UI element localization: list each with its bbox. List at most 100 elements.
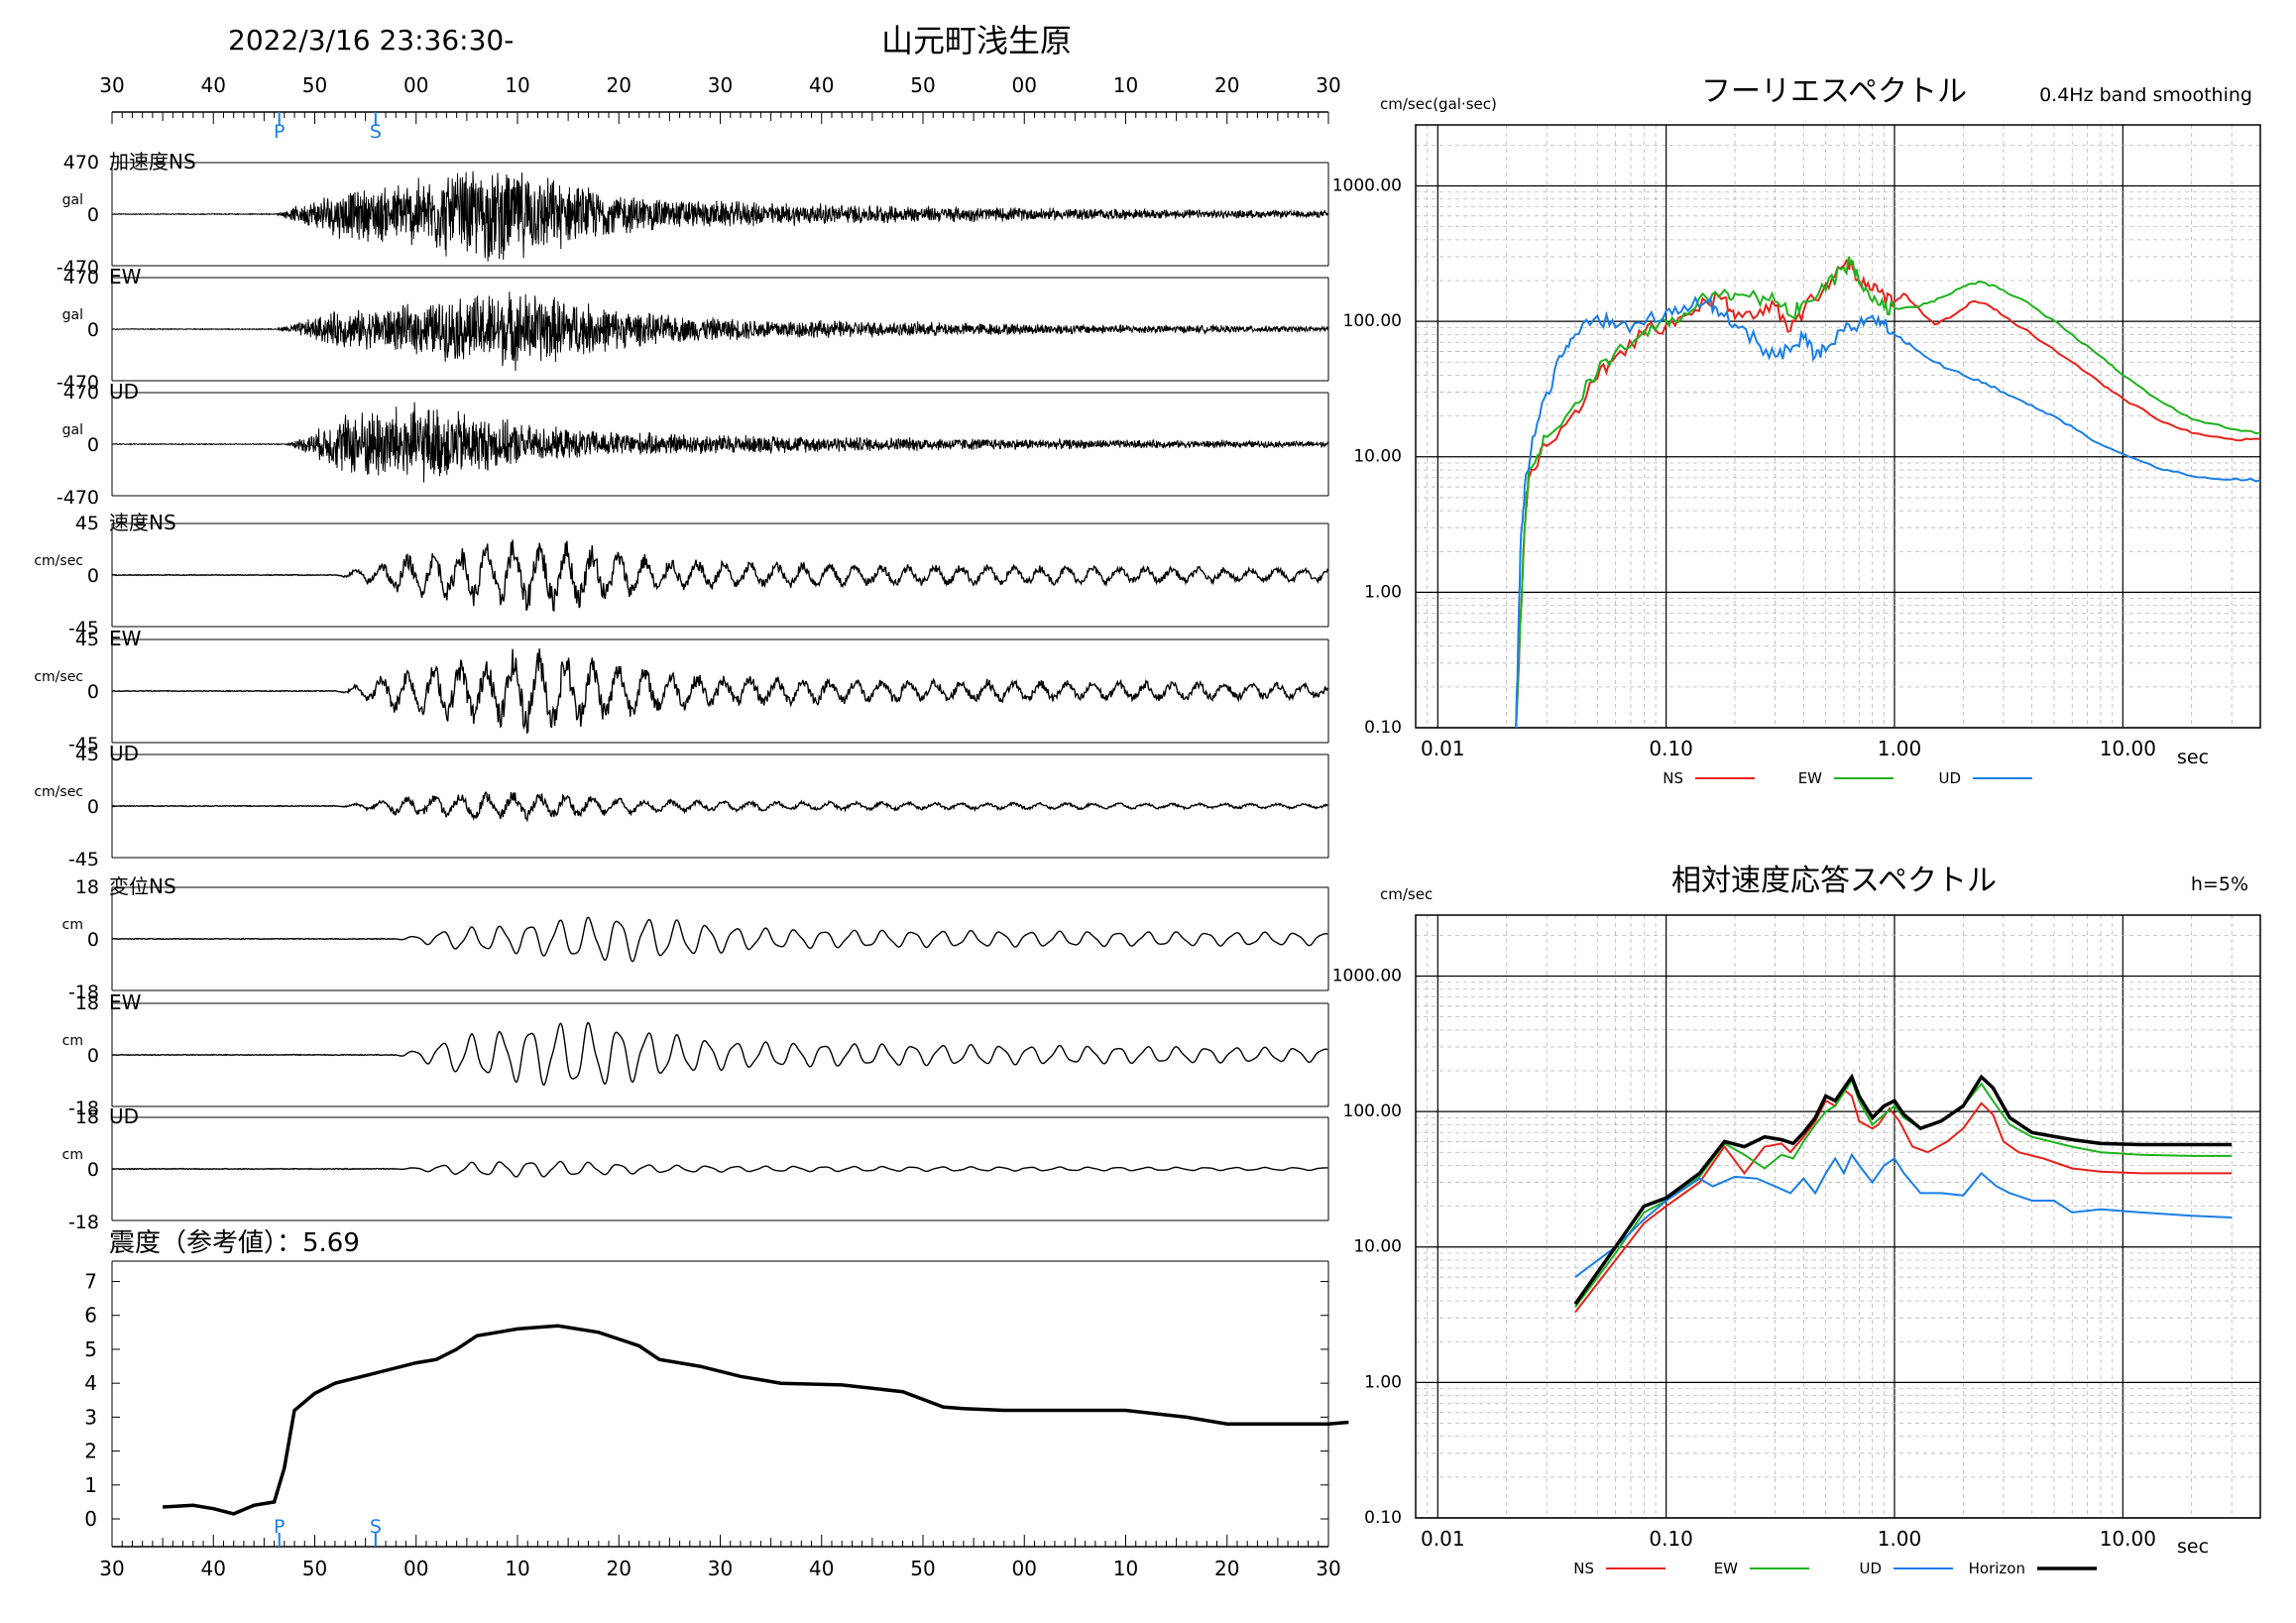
x-tick-label: 1.00 [1878,737,1922,760]
waveform-trace [111,790,1328,823]
legend-label: EW [1714,1560,1738,1577]
axis-tick-label: 30 [1316,1557,1340,1580]
waveform-zero-label: 0 [87,434,99,456]
station-name: 山元町浅生原 [881,22,1072,59]
waveform-max-label: 45 [75,629,99,650]
intensity-y-label: 2 [84,1440,97,1463]
axis-tick-label: 40 [201,73,226,97]
intensity-y-label: 3 [84,1405,97,1429]
axis-tick-label: 30 [708,73,733,97]
p-wave-marker: P [274,121,285,143]
waveform-component-label: UD [109,742,139,765]
y-tick-label: 10.00 [1353,447,1402,467]
waveform-max-label: 18 [75,1106,99,1128]
waveform-unit: cm [62,917,83,933]
series-line-ud [1574,1152,2233,1278]
response-note: h=5% [2191,873,2248,895]
y-tick-label: 1000.00 [1332,966,1402,985]
waveform-panel: 45 0 -45 cm/sec UD [34,742,1329,870]
axis-tick-label: 00 [403,73,428,97]
waveform-min-label: -470 [57,372,99,394]
axis-tick-label: 10 [1113,1557,1138,1580]
waveform-unit: gal [62,307,83,323]
y-tick-label: 100.00 [1343,311,1402,331]
waveform-unit: cm/sec [34,784,83,800]
waveform-panel: 470 0 -470 gal 加速度NS [57,150,1329,279]
waveform-max-label: 470 [63,152,99,174]
waveform-max-label: 18 [75,992,99,1014]
fourier-y-unit: cm/sec(gal·sec) [1380,95,1497,113]
y-tick-label: 0.10 [1364,718,1402,738]
axis-tick-label: 40 [809,1557,834,1580]
axis-tick-label: 20 [607,1557,631,1580]
axis-tick-label: 30 [1316,73,1340,97]
series-line-ew [1574,1078,2233,1308]
waveform-max-label: 470 [63,267,99,289]
x-tick-label: 10.00 [2100,737,2156,760]
intensity-y-label: 0 [84,1507,97,1531]
waveform-component-label: EW [109,627,142,650]
axis-tick-label: 10 [505,73,529,97]
waveform-zero-label: 0 [87,929,99,951]
record-datetime: 2022/3/16 23:36:30- [228,24,514,57]
axis-tick-label: 50 [910,73,935,97]
x-tick-label: 0.01 [1421,1527,1465,1551]
axis-tick-label: 50 [302,1557,327,1580]
axis-tick-label: 30 [708,1557,733,1580]
y-tick-label: 0.10 [1364,1508,1402,1528]
plot-frame [1415,124,2261,729]
waveform-panel: 470 0 -470 gal UD [57,380,1329,509]
waveform-panel: 18 0 -18 cm 変位NS [62,874,1329,1003]
fourier-x-unit: sec [2177,747,2209,768]
axis-tick-label: 50 [910,1557,935,1580]
waveform-max-label: 45 [75,513,99,534]
waveform-trace [111,1021,1328,1086]
waveform-component-label: 速度NS [109,511,176,534]
waveform-max-label: 18 [75,876,99,898]
waveform-panel: 45 0 -45 cm/sec 速度NS [34,511,1329,639]
waveform-unit: cm/sec [34,553,83,569]
intensity-title: 震度（参考値）：5.69 [109,1228,360,1258]
x-tick-label: 10.00 [2100,1527,2156,1551]
waveform-component-label: 変位NS [109,874,176,898]
axis-tick-label: 30 [99,1557,124,1580]
waveform-unit: gal [62,422,83,438]
x-tick-label: 0.10 [1649,737,1693,760]
plot-frame [1415,914,2261,1519]
series-line-ns [1574,1088,2233,1314]
intensity-line [163,1324,1349,1516]
waveform-trace [111,291,1329,372]
waveform-min-label: -470 [57,487,99,509]
waveform-min-label: -45 [68,849,99,870]
axis-tick-label: 00 [1012,73,1037,97]
fourier-spectrum-chart: フーリエスペクトル 0.4Hz band smoothing cm/sec(ga… [1332,74,2261,787]
y-tick-label: 10.00 [1353,1237,1402,1257]
p-wave-marker: P [274,1516,285,1538]
waveform-unit: gal [62,192,83,208]
waveform-trace [112,171,1328,262]
response-spectrum-chart: 相対速度応答スペクトル h=5% cm/sec sec 1000.00 100.0… [1332,864,2261,1577]
x-tick-label: 0.10 [1649,1527,1693,1551]
series-line-horizon [1573,1073,2233,1306]
y-tick-label: 1000.00 [1332,175,1402,195]
time-axis-bottom: 30 40 50 00 10 20 30 40 50 00 10 20 30 P S [99,1516,1340,1580]
time-axis-top: 30 40 50 00 10 20 30 40 50 00 10 20 30 P S [99,73,1340,143]
waveform-component-label: UD [109,380,139,404]
axis-tick-label: 20 [1214,73,1239,97]
waveform-zero-label: 0 [87,1159,99,1181]
response-title: 相対速度応答スペクトル [1671,864,1997,898]
x-tick-label: 0.01 [1421,737,1465,760]
waveform-trace [111,916,1328,963]
waveform-min-label: -18 [68,1098,99,1119]
axis-tick-label: 00 [1012,1557,1037,1580]
y-tick-label: 1.00 [1364,582,1402,602]
response-y-unit: cm/sec [1380,885,1433,903]
legend-label: NS [1663,769,1683,787]
axis-tick-label: 20 [1214,1557,1239,1580]
waveform-min-label: -470 [57,257,99,279]
intensity-y-label: 5 [84,1337,97,1361]
s-wave-marker: S [370,1516,382,1538]
s-wave-marker: S [370,121,382,143]
fourier-note: 0.4Hz band smoothing [2039,84,2252,106]
